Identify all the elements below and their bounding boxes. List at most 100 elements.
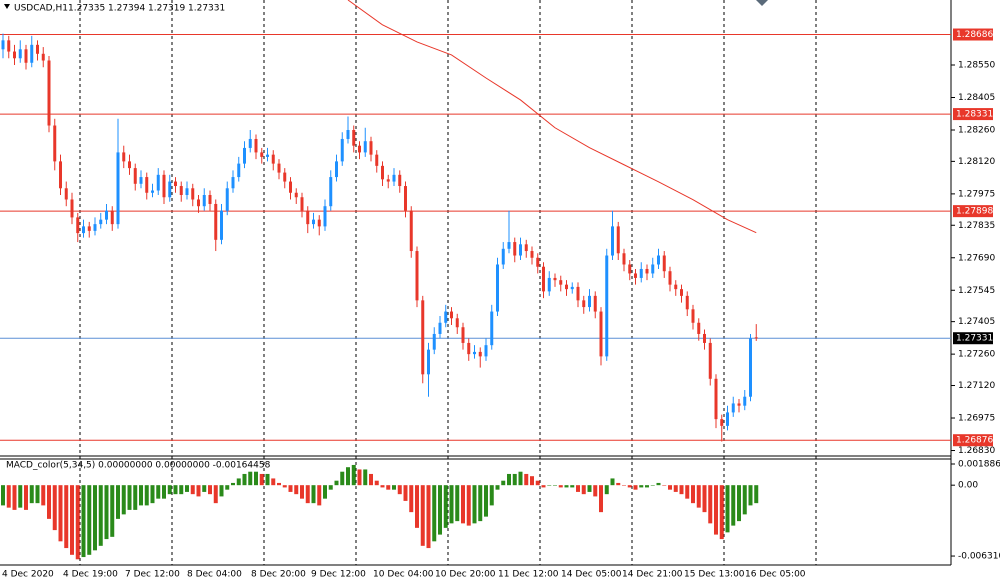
candle-body xyxy=(438,322,442,334)
candle-body xyxy=(611,226,614,256)
macd-bar xyxy=(265,473,270,486)
macd-bar xyxy=(259,473,264,486)
candle-body xyxy=(358,145,361,153)
candle-body xyxy=(605,255,609,357)
macd-bar xyxy=(334,480,339,486)
macd-bar xyxy=(495,485,500,490)
macd-bar xyxy=(639,485,644,488)
macd-bar xyxy=(719,485,724,540)
macd-bar xyxy=(242,473,247,486)
candle-body xyxy=(639,268,643,278)
candle-body xyxy=(283,172,287,182)
candle-body xyxy=(461,327,465,343)
candle-body xyxy=(53,125,57,162)
candle-body xyxy=(415,251,419,301)
candle-body xyxy=(708,342,712,379)
last-price-box xyxy=(953,332,993,345)
candle-body xyxy=(444,311,448,323)
candle-body xyxy=(657,255,660,265)
macd-bar xyxy=(162,485,166,499)
macd-bar xyxy=(374,480,379,486)
candle-body xyxy=(156,174,160,191)
quote-value: 1.27331 xyxy=(188,4,225,14)
candle-body xyxy=(547,277,551,292)
candle-body xyxy=(317,219,321,227)
y-tick-label: 1.27690 xyxy=(958,253,995,263)
candle-body xyxy=(674,284,678,290)
candle-body xyxy=(455,318,459,328)
macd-bar xyxy=(150,485,155,504)
candle-body xyxy=(381,165,384,180)
candle-body xyxy=(593,295,597,312)
candle-body xyxy=(524,244,528,252)
candle-body xyxy=(174,181,177,187)
candle-body xyxy=(41,53,45,61)
macd-bar xyxy=(662,485,667,486)
candle-body xyxy=(202,195,206,207)
quote-value: 1.27394 xyxy=(108,4,145,14)
candle-body xyxy=(151,190,154,193)
macd-bar xyxy=(610,478,615,486)
y-tick-label: 1.27405 xyxy=(958,317,995,327)
candle-body xyxy=(185,188,189,195)
macd-bar xyxy=(633,485,638,490)
y-tick-label: 0.00 xyxy=(958,481,978,491)
candle-body xyxy=(536,257,540,267)
macd-bar xyxy=(489,485,494,506)
candle-body xyxy=(685,295,689,310)
candle-body xyxy=(237,163,241,178)
macd-bar xyxy=(294,485,299,495)
shift-marker xyxy=(756,0,768,6)
level-label-box xyxy=(953,108,993,121)
level-label-box xyxy=(953,434,993,447)
x-tick-label: 14 Dec 05:00 xyxy=(561,570,622,580)
candle-body xyxy=(24,49,28,63)
candle-body xyxy=(651,264,655,274)
macd-bar xyxy=(288,485,293,492)
macd-bar xyxy=(415,485,419,528)
candle-body xyxy=(691,309,695,323)
macd-bar xyxy=(219,485,224,497)
candle-body xyxy=(300,197,304,211)
candle-body xyxy=(116,152,120,225)
candle-body xyxy=(634,273,637,278)
macd-bar xyxy=(645,485,649,488)
candle-body xyxy=(496,264,499,312)
x-tick-label: 8 Dec 20:00 xyxy=(251,570,306,580)
candle-body xyxy=(570,286,574,290)
candle-body xyxy=(139,177,143,184)
candle-body xyxy=(398,174,402,187)
macd-bar xyxy=(18,485,23,508)
candle-body xyxy=(697,322,701,334)
y-tick-label: -0.006310 xyxy=(958,552,1000,562)
macd-bar xyxy=(426,485,431,549)
macd-bar xyxy=(535,480,540,486)
level-label: 1.26876 xyxy=(956,436,993,446)
macd-bar xyxy=(127,485,132,510)
candle-body xyxy=(312,219,315,225)
menu-icon[interactable] xyxy=(4,4,10,9)
candle-body xyxy=(519,244,522,256)
macd-bar xyxy=(300,485,304,499)
candle-body xyxy=(133,168,137,184)
macd-bar xyxy=(501,480,506,486)
candle-body xyxy=(749,338,752,397)
macd-bar xyxy=(81,485,86,558)
macd-bar xyxy=(248,471,253,486)
macd-bar xyxy=(392,485,396,490)
macd-bar xyxy=(282,485,287,488)
macd-bar xyxy=(524,473,529,486)
candle-body xyxy=(668,271,672,285)
y-tick-label: 1.27545 xyxy=(958,286,995,296)
candle-body xyxy=(105,210,108,220)
candle-body xyxy=(662,255,666,272)
y-tick-label: 1.26975 xyxy=(958,414,995,424)
candle-body xyxy=(99,219,103,225)
moving-average xyxy=(347,0,757,234)
macd-bar xyxy=(754,485,759,504)
x-tick-label: 10 Dec 04:00 xyxy=(373,570,434,580)
candle-body xyxy=(335,161,338,178)
macd-bar xyxy=(6,485,11,508)
